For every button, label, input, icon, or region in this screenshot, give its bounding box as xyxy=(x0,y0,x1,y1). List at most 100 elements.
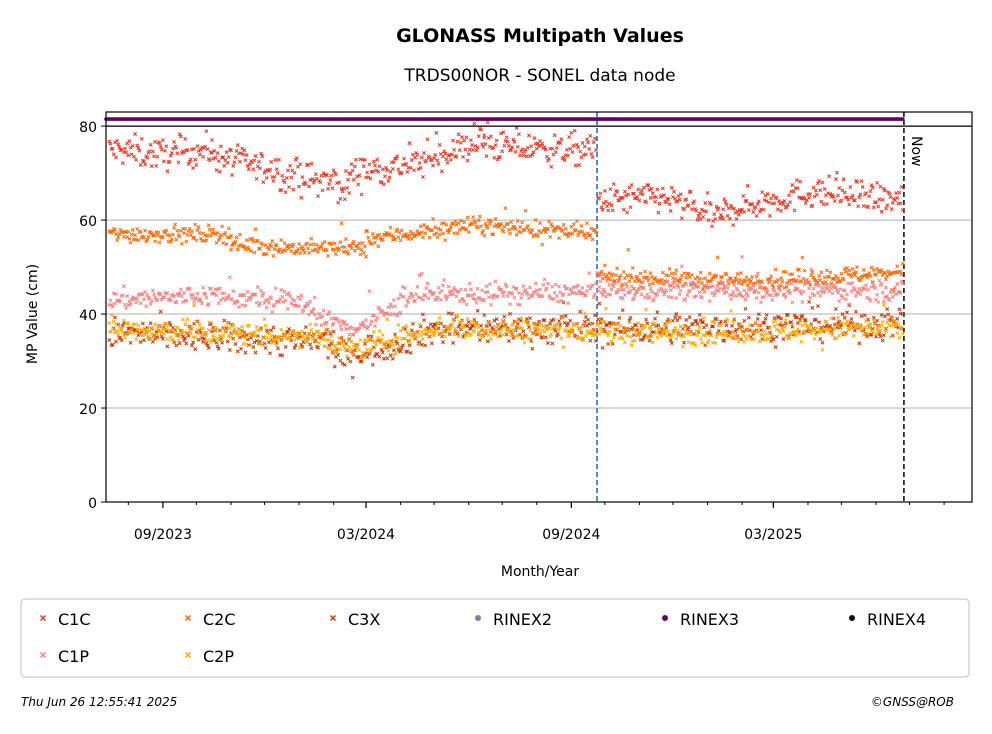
point-c3x xyxy=(711,324,716,329)
point-c1p xyxy=(576,283,581,288)
point-c2p xyxy=(657,327,662,332)
point-c1p xyxy=(120,293,125,298)
point-c1c xyxy=(769,196,774,201)
point-c1p xyxy=(116,298,121,303)
point-c1p xyxy=(203,292,208,296)
point-c3x xyxy=(549,318,554,323)
point-c1p xyxy=(454,294,459,299)
point-c3x xyxy=(870,326,875,331)
point-c2p xyxy=(288,332,293,337)
point-c2c xyxy=(515,218,520,223)
point-c2c xyxy=(121,234,126,239)
point-c2p xyxy=(346,338,351,343)
point-c1p xyxy=(293,303,298,308)
point-c2c xyxy=(155,233,160,238)
point-c3x xyxy=(881,333,886,338)
point-c1p xyxy=(414,292,419,297)
point-c2c xyxy=(226,226,231,231)
point-c1c xyxy=(554,146,559,150)
point-c1p xyxy=(165,291,170,295)
point-c1p xyxy=(482,297,487,302)
point-c2p xyxy=(838,326,843,331)
point-c1p xyxy=(669,295,674,300)
point-c2p xyxy=(800,323,805,328)
point-c2c xyxy=(827,274,832,279)
point-c1c xyxy=(261,180,266,185)
point-c2c xyxy=(851,271,856,276)
point-c2p xyxy=(530,331,535,336)
point-c1c xyxy=(158,144,163,149)
point-c1p xyxy=(217,286,222,291)
point-c3x xyxy=(587,322,592,327)
point-c2c xyxy=(462,220,467,225)
point-c2c xyxy=(388,225,393,230)
point-c3x xyxy=(441,340,445,345)
point-c3x xyxy=(268,351,273,356)
point-c1c xyxy=(328,178,333,182)
point-c1c xyxy=(582,144,587,149)
point-c1p xyxy=(590,283,595,288)
point-c1c xyxy=(878,184,883,189)
point-c2c xyxy=(561,222,566,227)
point-c1p xyxy=(204,295,209,300)
point-c3x xyxy=(492,318,497,323)
point-c3x xyxy=(852,328,857,333)
point-c2c xyxy=(553,227,558,232)
point-c1c xyxy=(710,224,714,229)
point-c3x xyxy=(886,312,891,317)
point-c1p xyxy=(312,295,317,300)
point-c1c xyxy=(326,186,331,191)
point-c3x xyxy=(515,322,520,327)
point-c2c xyxy=(743,279,748,284)
point-c2c xyxy=(302,250,307,255)
point-c1c xyxy=(727,216,732,221)
point-c1c xyxy=(235,143,240,148)
point-c2c xyxy=(253,227,258,232)
point-c1p xyxy=(480,288,485,293)
point-c2c xyxy=(537,229,541,234)
point-c1c xyxy=(580,141,585,145)
point-c3x xyxy=(784,312,789,317)
point-c1p xyxy=(108,298,113,303)
point-c3x xyxy=(436,326,441,331)
point-c2p xyxy=(502,319,507,324)
point-c3x xyxy=(640,337,645,342)
point-c2p xyxy=(636,321,641,326)
point-c2p xyxy=(662,327,666,332)
point-c1p xyxy=(200,301,204,306)
point-c1c xyxy=(692,199,697,204)
ytick-label-0: 0 xyxy=(88,496,97,512)
point-c1c xyxy=(268,167,273,172)
point-c3x xyxy=(684,318,689,322)
point-c1c xyxy=(842,190,847,195)
point-c2p xyxy=(485,320,490,325)
point-c1p xyxy=(676,285,681,290)
point-c2c xyxy=(370,231,375,236)
point-c3x xyxy=(395,341,400,346)
point-c2p xyxy=(323,327,328,332)
point-c1c xyxy=(418,165,423,170)
point-c1p xyxy=(184,298,189,303)
point-c1c xyxy=(803,201,808,206)
point-c2c xyxy=(350,241,355,246)
point-c2p xyxy=(125,321,130,326)
point-c1c xyxy=(193,157,198,162)
point-c2c xyxy=(849,274,854,279)
point-c2c xyxy=(407,233,412,238)
point-c2p xyxy=(739,322,743,327)
point-c1c xyxy=(214,168,219,173)
point-c2p xyxy=(845,319,849,324)
point-c1c xyxy=(837,186,842,191)
point-c2p xyxy=(886,318,891,322)
point-rinex3 xyxy=(901,117,905,121)
point-c2p xyxy=(406,332,411,337)
point-c1p xyxy=(557,284,562,289)
point-c3x xyxy=(582,319,587,324)
point-c2p xyxy=(790,322,795,327)
point-c1c xyxy=(781,202,786,207)
point-c2c xyxy=(867,271,872,276)
point-c2c xyxy=(658,281,663,285)
point-c2c xyxy=(193,222,198,227)
point-c2p xyxy=(766,336,771,341)
point-c3x xyxy=(110,342,115,347)
